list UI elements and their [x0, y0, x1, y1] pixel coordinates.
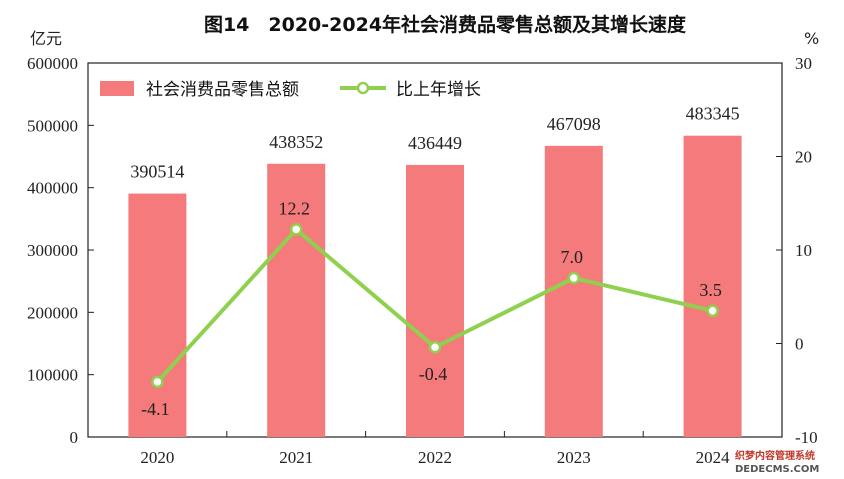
legend-bar-label: 社会消费品零售总额 [146, 80, 299, 100]
left-axis-tick-label: 200000 [27, 303, 78, 322]
legend: 社会消费品零售总额 比上年增长 [100, 80, 481, 100]
legend-bar-swatch [100, 81, 134, 96]
x-axis-tick-label: 2020 [140, 448, 174, 467]
growth-point [567, 271, 581, 285]
watermark-background [730, 446, 844, 479]
left-axis-unit: 亿元 [30, 29, 62, 48]
bar [267, 163, 326, 437]
right-axis-tick-label: 30 [795, 54, 812, 73]
watermark-line1: 织梦内容管理系统 [735, 449, 815, 462]
bar-value-label: 436449 [408, 133, 462, 153]
right-axis-tick-label: 10 [795, 241, 812, 260]
left-axis-tick-label: 600000 [27, 54, 78, 73]
growth-value-label: 3.5 [699, 280, 722, 300]
right-axis-tick-label: 20 [795, 148, 812, 167]
bar [406, 164, 464, 438]
bar-value-label: 390514 [130, 162, 184, 182]
bar-series [128, 135, 742, 438]
legend-line-label: 比上年增长 [396, 80, 481, 100]
left-axis-tick-label: 500000 [27, 116, 78, 135]
x-axis-tick-label: 2023 [557, 448, 591, 467]
legend-line-marker [356, 81, 370, 95]
right-axis-tick-label: 0 [795, 335, 804, 354]
growth-value-label: 12.2 [278, 198, 310, 218]
growth-point [428, 340, 442, 354]
right-axis-unit: % [804, 29, 819, 48]
bar-value-label: 483345 [686, 104, 740, 124]
axes: 0 100000 200000 300000 400000 500000 600000 -10… [27, 54, 818, 467]
chart-title: 图14 2020-2024年社会消费品零售总额及其增长速度 [204, 13, 687, 36]
left-axis-tick-label: 300000 [27, 241, 78, 260]
x-axis-tick-label: 2021 [279, 448, 313, 467]
bar [544, 145, 603, 438]
x-axis-tick-label: 2024 [696, 448, 731, 467]
growth-point [151, 375, 164, 389]
data-labels: 390514 438352 436449 467098 483345 -4.1 12.2 -0… [130, 104, 739, 419]
right-axis-tick-label: -10 [795, 428, 818, 447]
x-axis-tick-label: 2022 [418, 448, 452, 467]
growth-value-label: 7.0 [561, 247, 584, 267]
growth-point [289, 223, 303, 236]
bar-value-label: 467098 [547, 114, 601, 134]
growth-point [706, 304, 719, 318]
watermark-line2: DEDECMS.COM [735, 464, 819, 475]
bar [683, 135, 742, 437]
bar-value-label: 438352 [269, 132, 323, 152]
left-axis-tick-label: 0 [70, 428, 79, 447]
growth-value-label: -0.4 [419, 364, 448, 384]
growth-value-label: -4.1 [141, 399, 170, 419]
left-axis-tick-label: 400000 [27, 179, 78, 198]
line-series [151, 223, 719, 389]
bar [128, 193, 187, 437]
left-axis-tick-label: 100000 [27, 366, 78, 385]
